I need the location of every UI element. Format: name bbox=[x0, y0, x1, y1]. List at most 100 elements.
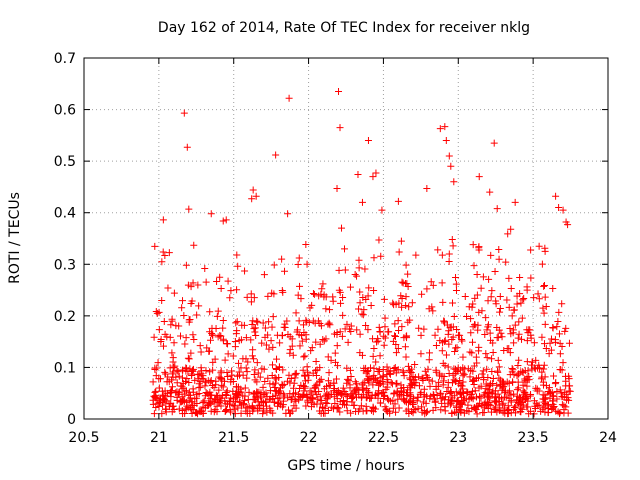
data-point bbox=[350, 387, 358, 395]
data-point bbox=[507, 225, 515, 233]
data-point bbox=[219, 335, 227, 343]
data-point bbox=[520, 295, 528, 303]
data-point bbox=[276, 339, 284, 347]
data-point bbox=[316, 364, 324, 372]
data-point bbox=[248, 320, 256, 328]
data-point bbox=[483, 393, 491, 401]
data-point bbox=[295, 254, 303, 262]
data-point bbox=[212, 377, 220, 385]
data-point bbox=[439, 339, 447, 347]
data-point bbox=[402, 398, 410, 406]
data-point bbox=[545, 350, 553, 358]
data-point bbox=[472, 353, 480, 361]
data-point bbox=[327, 356, 335, 364]
data-point bbox=[402, 293, 410, 301]
data-point bbox=[448, 236, 456, 244]
data-point bbox=[425, 356, 433, 364]
data-point bbox=[269, 343, 277, 351]
data-point bbox=[354, 171, 362, 179]
data-point bbox=[279, 403, 287, 411]
data-point bbox=[538, 260, 546, 268]
data-point bbox=[346, 283, 354, 291]
data-point bbox=[530, 294, 538, 302]
data-point bbox=[403, 392, 411, 400]
data-point bbox=[233, 286, 241, 294]
data-point bbox=[498, 395, 506, 403]
data-point bbox=[493, 381, 501, 389]
data-point bbox=[422, 371, 430, 379]
data-point bbox=[365, 284, 373, 292]
data-point bbox=[471, 321, 479, 329]
data-point bbox=[326, 306, 334, 314]
data-point bbox=[470, 362, 478, 370]
data-point bbox=[398, 388, 406, 396]
data-point bbox=[359, 407, 367, 415]
data-point bbox=[478, 307, 486, 315]
data-point bbox=[432, 342, 440, 350]
data-point bbox=[457, 406, 465, 414]
data-point bbox=[316, 407, 324, 415]
data-point bbox=[322, 399, 330, 407]
data-point bbox=[224, 350, 232, 358]
data-point bbox=[173, 379, 181, 387]
data-point bbox=[379, 372, 387, 380]
data-point bbox=[374, 394, 382, 402]
data-point bbox=[394, 317, 402, 325]
data-point bbox=[402, 353, 410, 361]
data-point bbox=[189, 279, 197, 287]
data-point bbox=[194, 375, 202, 383]
data-point bbox=[177, 382, 185, 390]
data-point bbox=[177, 398, 185, 406]
data-point bbox=[278, 255, 286, 263]
data-point bbox=[505, 379, 513, 387]
data-point bbox=[364, 292, 372, 300]
data-point bbox=[251, 328, 259, 336]
data-point bbox=[418, 403, 426, 411]
data-point bbox=[159, 342, 167, 350]
data-point bbox=[201, 404, 209, 412]
data-point bbox=[258, 339, 266, 347]
data-point bbox=[249, 186, 257, 194]
data-point bbox=[243, 374, 251, 382]
data-point bbox=[206, 368, 214, 376]
data-point bbox=[426, 395, 434, 403]
data-point bbox=[300, 328, 308, 336]
data-point bbox=[549, 285, 557, 293]
data-point bbox=[191, 376, 199, 384]
data-point bbox=[379, 365, 387, 373]
data-point bbox=[269, 361, 277, 369]
data-point bbox=[527, 390, 535, 398]
data-point bbox=[390, 389, 398, 397]
data-point bbox=[420, 325, 428, 333]
data-point bbox=[453, 344, 461, 352]
data-point bbox=[291, 374, 299, 382]
data-point bbox=[263, 408, 271, 416]
data-point bbox=[289, 351, 297, 359]
data-point bbox=[506, 325, 514, 333]
data-point bbox=[214, 333, 222, 341]
data-point bbox=[160, 317, 168, 325]
data-point bbox=[217, 284, 225, 292]
data-point bbox=[450, 178, 458, 186]
data-point bbox=[355, 305, 363, 313]
data-point bbox=[170, 289, 178, 297]
data-point bbox=[484, 321, 492, 329]
data-point bbox=[558, 343, 566, 351]
data-point bbox=[314, 395, 322, 403]
data-point bbox=[498, 333, 506, 341]
data-point bbox=[260, 390, 268, 398]
data-point bbox=[207, 407, 215, 415]
data-point bbox=[269, 313, 277, 321]
data-point bbox=[484, 382, 492, 390]
data-point bbox=[469, 300, 477, 308]
data-point bbox=[208, 331, 216, 339]
data-point bbox=[397, 292, 405, 300]
data-point bbox=[257, 394, 265, 402]
data-point bbox=[495, 246, 503, 254]
data-point bbox=[223, 387, 231, 395]
data-point bbox=[171, 362, 179, 370]
data-point bbox=[530, 410, 538, 418]
data-point bbox=[242, 407, 250, 415]
data-point bbox=[458, 336, 466, 344]
data-point bbox=[502, 258, 510, 266]
